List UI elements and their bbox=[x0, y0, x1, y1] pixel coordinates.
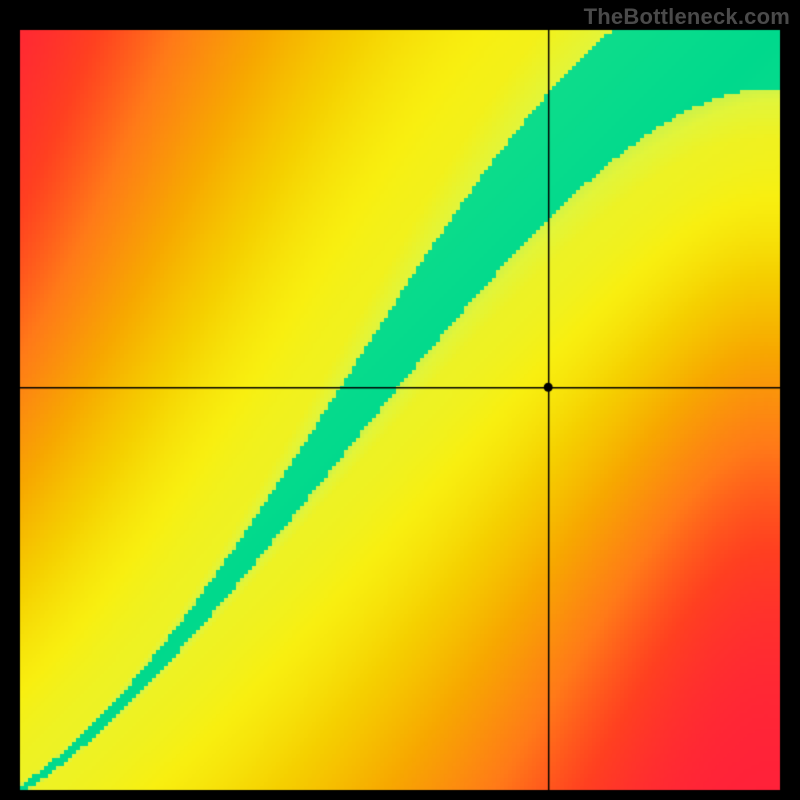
chart-container: TheBottleneck.com bbox=[0, 0, 800, 800]
bottleneck-heatmap bbox=[0, 0, 800, 800]
watermark-text: TheBottleneck.com bbox=[584, 4, 790, 30]
